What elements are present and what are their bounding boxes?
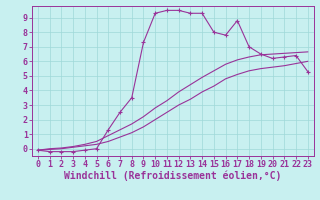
X-axis label: Windchill (Refroidissement éolien,°C): Windchill (Refroidissement éolien,°C) bbox=[64, 171, 282, 181]
